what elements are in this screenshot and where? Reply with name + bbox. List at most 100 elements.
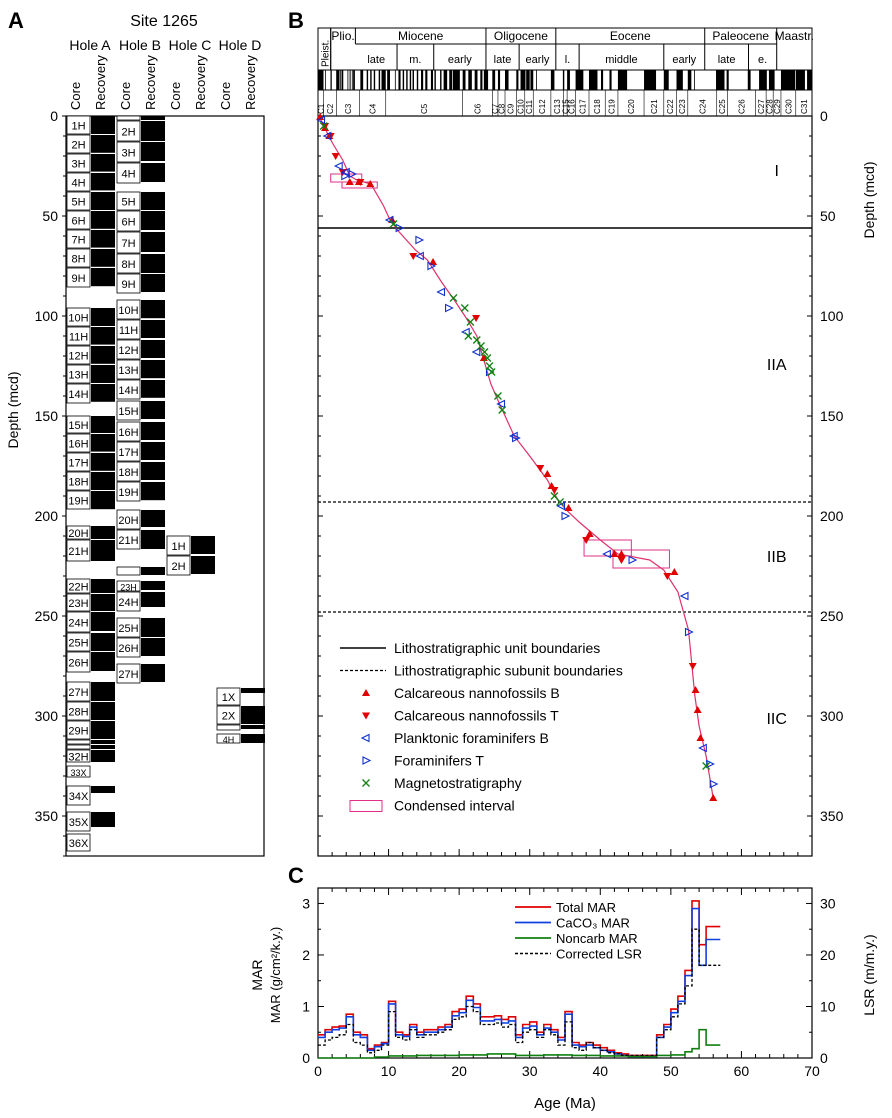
chron-label: C19 [608,99,617,114]
recovery-bar [141,163,165,182]
foraminifer-top-marker [415,235,425,245]
core-label: 26H [118,643,138,655]
nannofossil-base-marker [585,530,594,537]
legend-label: Foraminifers T [394,753,484,769]
core-label: 9H [71,273,85,285]
unit-label: IIC [766,711,786,728]
core-label: 4H [223,735,235,745]
epoch-label: Maastr. [775,29,814,43]
depth-tick-label: 0 [820,108,828,124]
foraminifer-top-marker [341,171,351,181]
nannofossil-base-marker [610,550,619,557]
chron-label: C3 [344,103,353,114]
subepoch-label: late [494,54,512,66]
recovery-bar [91,633,115,651]
core-label: 18H [118,467,138,479]
core-label: 14H [118,385,138,397]
condensed-interval-box [583,539,632,557]
recovery-bar [141,664,165,682]
core-label: 17H [118,447,138,459]
core-box [66,307,91,327]
polarity-block [474,70,478,90]
age-tick-label: 50 [663,1063,679,1079]
magnetostratigraphy-marker [464,332,473,340]
core-label: 14H [68,389,88,401]
chron-label: C29 [773,99,782,114]
recovery-bar [91,652,115,671]
subepoch-label: late [367,54,385,66]
lsr-tick-label: 20 [820,947,836,963]
recovery-bar [141,618,165,637]
core-box [66,593,91,612]
foraminifer-top-marker [348,169,358,179]
core-box [216,687,241,706]
column-header-core: Core [68,82,83,110]
recovery-bar [141,510,165,527]
core-label: 3H [121,148,135,160]
panel-b-frame [317,115,813,857]
core-box [66,811,91,832]
core-label: 5H [121,197,135,209]
chron-label: C30 [784,99,793,114]
nannofossil-top-marker [536,465,545,472]
legend-label: Planktonic foraminifers B [394,730,549,746]
legend-label: CaCO₃ MAR [556,916,630,931]
core-box [66,701,91,721]
recovery-bar [91,230,115,248]
recovery-bar [141,254,165,273]
legend-swatch [362,779,370,787]
polarity-block [492,70,496,90]
polarity-block [609,70,612,90]
polarity-block [480,70,483,90]
core-box [116,566,141,576]
legend-swatch [362,689,370,696]
polarity-block [339,70,341,90]
nannofossil-top-marker [356,179,365,186]
core-box [66,452,91,472]
chron-label: C28 [766,99,775,114]
polarity-block [575,70,584,90]
epoch-label: Miocene [398,29,444,43]
core-label: 27H [118,669,138,681]
core-box [66,765,91,778]
mar-tick-label: 2 [302,947,310,963]
polarity-block [421,70,424,90]
core-box [66,681,91,702]
core-label: 20H [68,528,88,540]
recovery-bar [91,365,115,383]
magnetostratigraphy-marker [493,392,502,400]
recovery-bar [191,556,215,574]
core-box [66,248,91,268]
polarity-block [360,70,364,90]
recovery-bar [141,121,165,141]
core-label: 18H [68,477,88,489]
recovery-bar [91,702,115,720]
core-box [116,253,141,274]
core-box [66,415,91,434]
core-box [66,326,91,346]
polarity-block [370,70,372,90]
age-tick-label: 40 [592,1063,608,1079]
legend-label: Calcareous nannofossils T [394,708,559,724]
polarity-block [347,70,349,90]
foraminifer-base-marker [322,131,332,141]
polarity-block [747,70,751,90]
unit-label: IIA [767,357,787,374]
recovery-bar [91,116,115,134]
chron-label: C20 [627,99,636,114]
foraminifer-top-marker [561,511,571,521]
depth-tick-label: 300 [35,708,59,724]
recovery-bar [141,192,165,210]
foraminifer-base-marker [471,347,481,357]
panel-label-c: C [288,863,304,888]
foraminifer-base-marker [384,215,394,225]
recovery-bar [91,211,115,229]
chron-label: C26 [737,99,746,114]
core-box [116,379,141,400]
foraminifer-base-marker [679,591,689,601]
polarity-block [562,70,565,90]
recovery-bar [191,536,215,554]
polarity-block [663,70,669,90]
chron-label: C11 [525,99,534,114]
recovery-bar [141,442,165,460]
